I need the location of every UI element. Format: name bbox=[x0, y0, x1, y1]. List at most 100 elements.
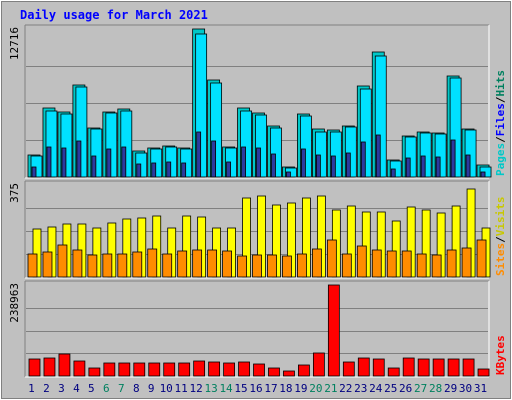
bar-sites-day-17 bbox=[267, 254, 277, 278]
day-label-1: 1 bbox=[28, 382, 35, 395]
day-label-25: 25 bbox=[384, 382, 397, 395]
bar-sites-day-30 bbox=[461, 247, 472, 278]
day-label-3: 3 bbox=[58, 382, 65, 395]
bar-sites-day-23 bbox=[356, 245, 367, 278]
bar-sites-day-19 bbox=[297, 253, 307, 278]
legend-pages: Pages bbox=[494, 143, 507, 176]
bar-sites-day-12 bbox=[192, 249, 203, 278]
bar-pages-day-14 bbox=[226, 161, 231, 178]
bar-files-day-17 bbox=[270, 127, 282, 178]
day-label-12: 12 bbox=[190, 382, 203, 395]
bar-sites-day-28 bbox=[431, 254, 442, 278]
bar-sites-day-9 bbox=[147, 248, 158, 278]
bar-files-day-19 bbox=[300, 115, 312, 178]
bar-files-day-21 bbox=[329, 131, 342, 178]
bar-pages-day-17 bbox=[271, 153, 276, 178]
day-label-20: 20 bbox=[309, 382, 322, 395]
bar-files-day-16 bbox=[255, 114, 267, 178]
bar-kbytes-day-9 bbox=[148, 362, 161, 377]
legend-hits: Hits bbox=[494, 70, 507, 97]
bar-files-day-1 bbox=[30, 155, 43, 178]
bar-kbytes-day-18 bbox=[283, 370, 295, 377]
bar-pages-day-6 bbox=[106, 148, 112, 178]
bar-kbytes-day-23 bbox=[357, 357, 370, 377]
bar-kbytes-day-10 bbox=[163, 362, 176, 377]
bar-sites-day-16 bbox=[252, 254, 262, 278]
bar-pages-day-5 bbox=[91, 155, 97, 178]
bar-files-day-15 bbox=[240, 110, 252, 178]
bar-kbytes-day-1 bbox=[28, 358, 41, 377]
max-value-label: 12716 bbox=[8, 27, 21, 60]
bar-files-day-30 bbox=[464, 129, 477, 178]
day-label-4: 4 bbox=[73, 382, 80, 395]
day-label-7: 7 bbox=[118, 382, 125, 395]
bar-pages-day-13 bbox=[211, 140, 217, 178]
bar-pages-day-16 bbox=[256, 147, 261, 178]
bar-pages-day-28 bbox=[435, 156, 441, 178]
max-value-label: 238963 bbox=[8, 283, 21, 323]
day-label-26: 26 bbox=[399, 382, 412, 395]
bar-files-day-11 bbox=[180, 148, 193, 178]
bar-sites-day-10 bbox=[162, 253, 173, 278]
legend-kbytes: KBytes bbox=[494, 335, 507, 375]
day-label-10: 10 bbox=[160, 382, 173, 395]
day-label-2: 2 bbox=[43, 382, 50, 395]
bar-kbytes-day-3 bbox=[58, 353, 71, 377]
bar-pages-day-12 bbox=[196, 131, 202, 178]
bar-sites-day-18 bbox=[282, 255, 292, 278]
bar-files-day-8 bbox=[135, 152, 148, 178]
bar-kbytes-day-11 bbox=[178, 362, 191, 377]
day-label-17: 17 bbox=[264, 382, 277, 395]
bar-pages-day-4 bbox=[76, 140, 82, 178]
day-label-28: 28 bbox=[429, 382, 442, 395]
bar-sites-day-8 bbox=[132, 251, 143, 278]
bar-pages-day-9 bbox=[151, 162, 157, 178]
bar-pages-day-24 bbox=[375, 134, 381, 178]
day-label-9: 9 bbox=[148, 382, 155, 395]
bar-files-day-24 bbox=[374, 55, 387, 178]
bar-sites-day-1 bbox=[27, 253, 38, 278]
series-legend-label: Sites/Visits bbox=[494, 197, 507, 277]
bar-sites-day-11 bbox=[177, 250, 188, 278]
bar-files-day-14 bbox=[225, 147, 237, 178]
bar-pages-day-8 bbox=[136, 163, 142, 178]
bar-kbytes-day-17 bbox=[268, 367, 280, 377]
day-label-6: 6 bbox=[103, 382, 110, 395]
bar-files-day-13 bbox=[210, 82, 223, 178]
bar-kbytes-day-8 bbox=[133, 362, 146, 377]
bar-files-day-28 bbox=[434, 133, 447, 178]
series-legend-label: Pages/Files/Hits bbox=[494, 70, 507, 176]
chart-title: Daily usage for March 2021 bbox=[20, 8, 208, 22]
bar-kbytes-day-22 bbox=[342, 361, 355, 377]
day-label-31: 31 bbox=[474, 382, 487, 395]
bar-kbytes-day-29 bbox=[447, 358, 460, 377]
bar-pages-day-2 bbox=[46, 146, 52, 178]
bar-kbytes-day-20 bbox=[312, 352, 325, 377]
day-label-29: 29 bbox=[444, 382, 457, 395]
bar-kbytes-day-25 bbox=[387, 367, 400, 377]
legend-files: Files bbox=[494, 103, 507, 136]
bar-pages-day-26 bbox=[405, 157, 411, 178]
panel-visits-sites: 375 Sites/Visits bbox=[8, 180, 507, 279]
bar-files-day-12 bbox=[195, 33, 208, 178]
bar-kbytes-day-21 bbox=[327, 284, 340, 377]
bar-kbytes-day-2 bbox=[43, 357, 56, 377]
day-label-8: 8 bbox=[133, 382, 140, 395]
bar-kbytes-day-30 bbox=[462, 358, 475, 377]
bar-files-day-23 bbox=[359, 88, 372, 178]
bar-pages-day-27 bbox=[420, 155, 426, 178]
bar-pages-day-10 bbox=[166, 161, 172, 178]
bar-sites-day-15 bbox=[237, 255, 247, 278]
bar-sites-day-31 bbox=[476, 239, 487, 278]
bar-files-day-3 bbox=[60, 113, 73, 178]
bar-kbytes-day-27 bbox=[417, 358, 430, 377]
legend-visits: Visits bbox=[494, 197, 507, 237]
bar-sites-day-20 bbox=[311, 248, 322, 278]
bar-sites-day-13 bbox=[207, 249, 218, 278]
bar-sites-day-27 bbox=[416, 253, 427, 278]
bar-sites-day-14 bbox=[222, 250, 232, 278]
bar-sites-day-21 bbox=[326, 239, 337, 278]
day-label-23: 23 bbox=[354, 382, 367, 395]
bar-sites-day-5 bbox=[87, 254, 98, 278]
